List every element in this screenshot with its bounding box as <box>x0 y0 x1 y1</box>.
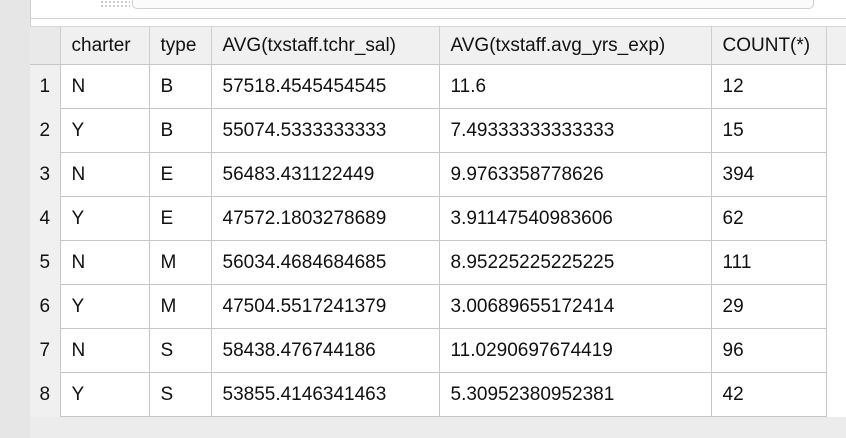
cell-avg-tchr-sal[interactable]: 47504.5517241379 <box>211 284 440 329</box>
cell-avg-yrs-exp[interactable]: 7.49333333333333 <box>439 108 712 153</box>
cell-avg-yrs-exp[interactable]: 5.30952380952381 <box>439 372 712 417</box>
cell-avg-tchr-sal[interactable]: 58438.476744186 <box>211 328 440 373</box>
row-filler <box>826 196 846 241</box>
header-row: charter type AVG(txstaff.tchr_sal) AVG(t… <box>30 26 846 65</box>
cell-avg-yrs-exp[interactable]: 11.6 <box>439 64 712 109</box>
row-filler <box>826 284 846 329</box>
cell-type[interactable]: M <box>149 240 212 285</box>
row-number[interactable]: 2 <box>30 108 61 153</box>
cell-type[interactable]: E <box>149 152 212 197</box>
column-header-count[interactable]: COUNT(*) <box>711 26 827 65</box>
table-row[interactable]: 4 Y E 47572.1803278689 3.91147540983606 … <box>30 196 846 241</box>
row-number[interactable]: 8 <box>30 372 61 417</box>
table-row[interactable]: 8 Y S 53855.4146341463 5.30952380952381 … <box>30 372 846 417</box>
cell-charter[interactable]: N <box>60 240 150 285</box>
row-number[interactable]: 4 <box>30 196 61 241</box>
column-header-avg-yrs-exp[interactable]: AVG(txstaff.avg_yrs_exp) <box>439 26 712 65</box>
top-scroll-area <box>0 0 846 19</box>
table-row[interactable]: 3 N E 56483.431122449 9.9763358778626 39… <box>30 152 846 197</box>
cell-charter[interactable]: Y <box>60 108 150 153</box>
cell-avg-yrs-exp[interactable]: 3.91147540983606 <box>439 196 712 241</box>
cell-type[interactable]: S <box>149 328 212 373</box>
grid-footer-area <box>30 417 846 438</box>
cell-avg-yrs-exp[interactable]: 9.9763358778626 <box>439 152 712 197</box>
cell-charter[interactable]: N <box>60 64 150 109</box>
cell-avg-tchr-sal[interactable]: 57518.4545454545 <box>211 64 440 109</box>
resize-grip[interactable] <box>100 0 130 9</box>
cell-avg-tchr-sal[interactable]: 53855.4146341463 <box>211 372 440 417</box>
cell-count[interactable]: 394 <box>711 152 827 197</box>
cell-charter[interactable]: Y <box>60 372 150 417</box>
row-number[interactable]: 1 <box>30 64 61 109</box>
results-grid: charter type AVG(txstaff.tchr_sal) AVG(t… <box>30 26 846 417</box>
cell-charter[interactable]: Y <box>60 284 150 329</box>
row-number[interactable]: 3 <box>30 152 61 197</box>
cell-avg-tchr-sal[interactable]: 47572.1803278689 <box>211 196 440 241</box>
horizontal-scrollbar[interactable] <box>132 0 814 9</box>
left-gutter <box>0 18 31 438</box>
row-filler <box>826 328 846 373</box>
row-number[interactable]: 7 <box>30 328 61 373</box>
column-header-type[interactable]: type <box>149 26 212 65</box>
cell-count[interactable]: 111 <box>711 240 827 285</box>
row-filler <box>826 240 846 285</box>
table-row[interactable]: 2 Y B 55074.5333333333 7.49333333333333 … <box>30 108 846 153</box>
table-row[interactable]: 6 Y M 47504.5517241379 3.00689655172414 … <box>30 284 846 329</box>
row-filler <box>826 108 846 153</box>
column-header-avg-tchr-sal[interactable]: AVG(txstaff.tchr_sal) <box>211 26 440 65</box>
row-filler <box>826 64 846 109</box>
cell-type[interactable]: B <box>149 64 212 109</box>
cell-avg-tchr-sal[interactable]: 55074.5333333333 <box>211 108 440 153</box>
cell-count[interactable]: 15 <box>711 108 827 153</box>
corner-cell[interactable] <box>30 26 61 65</box>
header-filler <box>826 26 846 65</box>
top-left-strip <box>0 0 31 18</box>
cell-avg-yrs-exp[interactable]: 8.95225225225225 <box>439 240 712 285</box>
cell-count[interactable]: 96 <box>711 328 827 373</box>
cell-type[interactable]: S <box>149 372 212 417</box>
cell-avg-yrs-exp[interactable]: 3.00689655172414 <box>439 284 712 329</box>
row-number[interactable]: 6 <box>30 284 61 329</box>
cell-count[interactable]: 42 <box>711 372 827 417</box>
table-row[interactable]: 1 N B 57518.4545454545 11.6 12 <box>30 64 846 109</box>
cell-type[interactable]: M <box>149 284 212 329</box>
cell-count[interactable]: 12 <box>711 64 827 109</box>
cell-charter[interactable]: Y <box>60 196 150 241</box>
cell-charter[interactable]: N <box>60 152 150 197</box>
cell-type[interactable]: B <box>149 108 212 153</box>
table-row[interactable]: 7 N S 58438.476744186 11.0290697674419 9… <box>30 328 846 373</box>
cell-charter[interactable]: N <box>60 328 150 373</box>
cell-avg-tchr-sal[interactable]: 56034.4684684685 <box>211 240 440 285</box>
row-filler <box>826 152 846 197</box>
column-header-charter[interactable]: charter <box>60 26 150 65</box>
cell-avg-yrs-exp[interactable]: 11.0290697674419 <box>439 328 712 373</box>
table-row[interactable]: 5 N M 56034.4684684685 8.95225225225225 … <box>30 240 846 285</box>
cell-avg-tchr-sal[interactable]: 56483.431122449 <box>211 152 440 197</box>
row-number[interactable]: 5 <box>30 240 61 285</box>
cell-count[interactable]: 29 <box>711 284 827 329</box>
row-filler <box>826 372 846 417</box>
cell-type[interactable]: E <box>149 196 212 241</box>
cell-count[interactable]: 62 <box>711 196 827 241</box>
